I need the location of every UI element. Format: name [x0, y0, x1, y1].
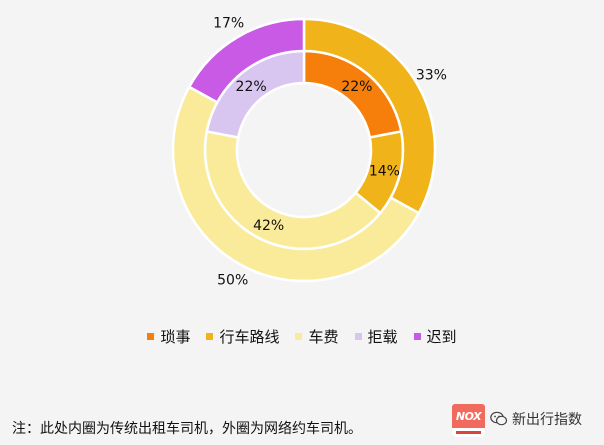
footnote: 注：此处内圈为传统出租车司机，外圈为网络约车司机。: [12, 421, 362, 437]
inner-slice-label-2: 42%: [253, 218, 284, 234]
legend-item-late: 迟到: [413, 326, 457, 347]
outer-slice-label-4: 17%: [213, 16, 244, 32]
inner-slice-label-0: 22%: [341, 79, 372, 95]
legend-label: 琐事: [160, 328, 191, 346]
outer-slice-4: [187, 17, 306, 104]
legend-item-suoshi: 琐事: [147, 326, 190, 347]
legend-swatch: [206, 333, 214, 340]
nox-logo-icon: NOX: [452, 404, 485, 437]
legend-label: 拒载: [367, 328, 398, 346]
legend-label: 车费: [308, 328, 339, 346]
legend-item-route: 行车路线: [206, 326, 279, 347]
outer-slice-label-2: 50%: [217, 273, 248, 289]
wechat-icon: [490, 411, 508, 426]
inner-slice-label-3: 22%: [236, 79, 267, 95]
logo-band: [452, 428, 485, 437]
watermark: 新出行指数: [490, 409, 582, 429]
legend-swatch: [147, 333, 155, 340]
legend-label: 迟到: [426, 328, 457, 346]
double-donut-chart: 22% 14% 42% 22% 33% 50% 17%: [171, 16, 447, 289]
outer-slice-label-1: 33%: [416, 68, 447, 84]
legend-label: 行车路线: [219, 328, 280, 346]
chart-legend: 琐事 行车路线 车费 拒载 迟到: [0, 326, 604, 347]
legend-swatch: [413, 333, 421, 340]
watermark-text: 新出行指数: [512, 412, 582, 428]
legend-swatch: [295, 333, 303, 340]
legend-item-refusal: 拒载: [354, 326, 398, 347]
outer-slice-2: [171, 85, 421, 283]
legend-swatch: [354, 333, 362, 340]
legend-item-fare: 车费: [295, 326, 339, 347]
inner-slice-label-1: 14%: [369, 164, 400, 180]
logo-mark: NOX: [455, 410, 482, 423]
